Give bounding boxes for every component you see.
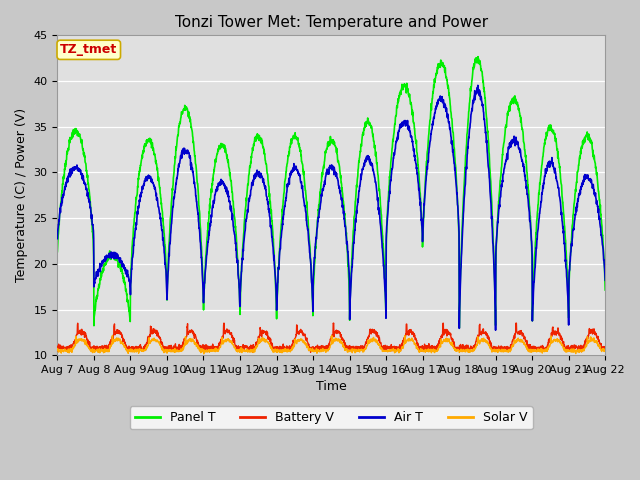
Legend: Panel T, Battery V, Air T, Solar V: Panel T, Battery V, Air T, Solar V xyxy=(130,406,532,429)
Y-axis label: Temperature (C) / Power (V): Temperature (C) / Power (V) xyxy=(15,108,28,282)
Text: TZ_tmet: TZ_tmet xyxy=(60,43,117,56)
Title: Tonzi Tower Met: Temperature and Power: Tonzi Tower Met: Temperature and Power xyxy=(175,15,488,30)
X-axis label: Time: Time xyxy=(316,381,347,394)
